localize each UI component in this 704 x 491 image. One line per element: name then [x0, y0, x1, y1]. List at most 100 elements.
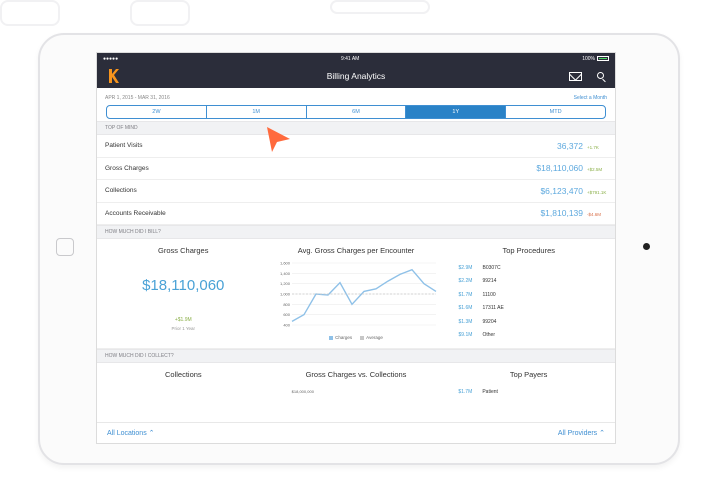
collections-panel[interactable]: Collections — [97, 363, 270, 397]
procedure-row: $9.1M Other — [459, 329, 616, 343]
metric-value: $1,810,139 — [540, 208, 583, 219]
metric-row[interactable]: Collections $6,123,470 +$791.1K — [97, 180, 615, 203]
procedure-amount: $2.2M — [458, 278, 473, 285]
avg-charges-line-chart: 1,600 1,400 1,200 1,000 800 600 400 — [279, 261, 436, 328]
top-payers-title: Top Payers — [509, 370, 548, 379]
metric-values: 36,372 +1.7K — [557, 141, 607, 151]
metric-delta: -$4.6M — [587, 212, 602, 218]
battery-indicator: 100% — [582, 56, 609, 62]
section-header-bill: HOW MUCH DID I BILL? — [97, 225, 615, 239]
page-title: Billing Analytics — [326, 71, 386, 81]
y-tick-label: 800 — [283, 302, 290, 307]
legend-average: Average — [360, 335, 383, 340]
gross-vs-collections-panel[interactable]: Gross Charges vs. Collections $18,000,00… — [270, 363, 443, 397]
top-payer-row: $1.7M Patient — [458, 385, 615, 399]
gross-charges-title: Gross Charges — [158, 246, 209, 255]
date-range-label: APR 1, 2015 - MAR 31, 2016 — [105, 94, 170, 101]
legend-charges: Charges — [329, 335, 352, 340]
period-segmented-control: 2W 1M 6M 1Y MTD — [106, 105, 606, 119]
metric-delta: +1.7K — [587, 144, 599, 150]
segment-2w[interactable]: 2W — [107, 106, 207, 118]
metric-value: $6,123,470 — [540, 185, 583, 196]
series-line-charges — [291, 268, 436, 322]
metric-label: Accounts Receivable — [105, 209, 166, 217]
gvc-title: Gross Charges vs. Collections — [305, 370, 407, 379]
y-tick-label: 400 — [283, 323, 290, 328]
procedure-amount: $1.7M — [458, 291, 473, 298]
select-month-link[interactable]: Select a Month — [573, 94, 607, 101]
metric-label: Gross Charges — [105, 164, 149, 172]
avg-chart-title: Avg. Gross Charges per Encounter — [297, 246, 415, 255]
metric-delta: +$2.5M — [587, 167, 603, 173]
top-payer-name: Patient — [482, 388, 498, 395]
all-providers-button[interactable]: All Providers ⌃ — [557, 430, 605, 437]
procedure-code: 99204 — [482, 318, 497, 325]
y-tick-label: 1,400 — [279, 271, 290, 276]
section-header-top-of-mind: TOP OF MIND — [97, 121, 615, 135]
procedure-code: B0307C — [482, 264, 501, 271]
mail-icon[interactable] — [569, 72, 582, 81]
all-locations-button[interactable]: All Locations ⌃ — [107, 430, 155, 437]
gross-charges-delta: +$1.9M — [174, 317, 192, 323]
top-procedures-title: Top Procedures — [502, 246, 556, 255]
procedure-row: $1.6M 17311 AE — [459, 302, 616, 316]
background-watermark — [0, 0, 704, 60]
metric-delta: +$791.1K — [587, 189, 607, 195]
signal-indicator: ●●●●● — [103, 55, 119, 62]
metric-values: $1,810,139 -$4.6M — [540, 208, 607, 218]
metric-values: $6,123,470 +$791.1K — [540, 186, 607, 196]
metric-value: $18,110,060 — [536, 163, 583, 174]
home-button[interactable] — [56, 238, 74, 256]
top-procedures-panel[interactable]: Top Procedures $2.9M B0307C $2.2M 99214 $1.7… — [443, 239, 616, 348]
section-header-collect: HOW MUCH DID I COLLECT? — [97, 349, 615, 363]
date-range-row: APR 1, 2015 - MAR 31, 2016 Select a Mont… — [97, 91, 615, 104]
gross-charges-panel[interactable]: Gross Charges $18,110,060 +$1.9M Prior 1… — [97, 239, 270, 348]
segment-6m[interactable]: 6M — [307, 106, 407, 118]
y-tick-label: 1,200 — [279, 281, 290, 286]
procedure-row: $1.3M 99204 — [459, 315, 616, 329]
segment-1m[interactable]: 1M — [207, 106, 307, 118]
battery-icon — [596, 55, 609, 61]
app-logo-icon[interactable] — [107, 69, 119, 83]
chart-legend: Charges Average — [270, 335, 443, 340]
procedure-code: 17311 AE — [482, 305, 504, 312]
search-icon[interactable] — [597, 72, 604, 79]
avg-charges-panel[interactable]: Avg. Gross Charges per Encounter 1,600 1,… — [270, 239, 443, 348]
app-screen: ●●●●● 9:41 AM 100% Billing Analytics APR… — [96, 52, 616, 444]
top-of-mind-list: Patient Visits 36,372 +1.7K Gross Charges $1… — [97, 135, 615, 225]
y-tick-label: 600 — [283, 312, 290, 317]
status-bar: ●●●●● 9:41 AM 100% — [97, 53, 615, 64]
metric-label: Collections — [105, 187, 137, 195]
gvc-axis-label: $18,000,000 — [291, 389, 314, 394]
procedure-amount: $2.9M — [458, 264, 473, 271]
procedure-row: $1.7M 11100 — [459, 288, 616, 302]
procedure-row: $2.9M B0307C — [459, 261, 616, 275]
procedure-amount: $1.6M — [458, 305, 473, 312]
footer-bar: All Locations ⌃ All Providers ⌃ — [97, 422, 615, 443]
segment-1y[interactable]: 1Y — [406, 106, 507, 118]
nav-bar: Billing Analytics — [97, 64, 615, 88]
top-payers-panel[interactable]: Top Payers $1.7M Patient — [442, 363, 615, 397]
procedure-amount: $9.1M — [458, 332, 473, 339]
gross-charges-delta-label: Prior 1 Year — [171, 326, 195, 331]
collections-title: Collections — [164, 370, 202, 379]
procedure-code: Other — [482, 332, 496, 339]
procedure-code: 11100 — [482, 291, 496, 298]
metric-row[interactable]: Accounts Receivable $1,810,139 -$4.6M — [97, 203, 615, 225]
procedure-row: $2.2M 99214 — [459, 275, 616, 289]
collect-panels: Collections Gross Charges vs. Collection… — [97, 363, 615, 397]
metric-row[interactable]: Patient Visits 36,372 +1.7K — [97, 135, 615, 158]
procedure-code: 99214 — [482, 278, 497, 285]
camera-dot — [643, 243, 650, 250]
metric-value: 36,372 — [557, 140, 583, 151]
metric-row[interactable]: Gross Charges $18,110,060 +$2.5M — [97, 158, 615, 180]
status-time: 9:41 AM — [340, 55, 360, 62]
metric-values: $18,110,060 +$2.5M — [536, 163, 607, 173]
segment-mtd[interactable]: MTD — [549, 109, 562, 115]
y-tick-label: 1,000 — [279, 292, 290, 297]
gross-charges-value: $18,110,060 — [142, 277, 225, 294]
pointer-cursor-icon — [267, 127, 290, 152]
y-tick-label: 1,600 — [279, 261, 290, 266]
metric-label: Patient Visits — [105, 142, 143, 150]
top-payer-amount: $1.7M — [458, 388, 473, 395]
